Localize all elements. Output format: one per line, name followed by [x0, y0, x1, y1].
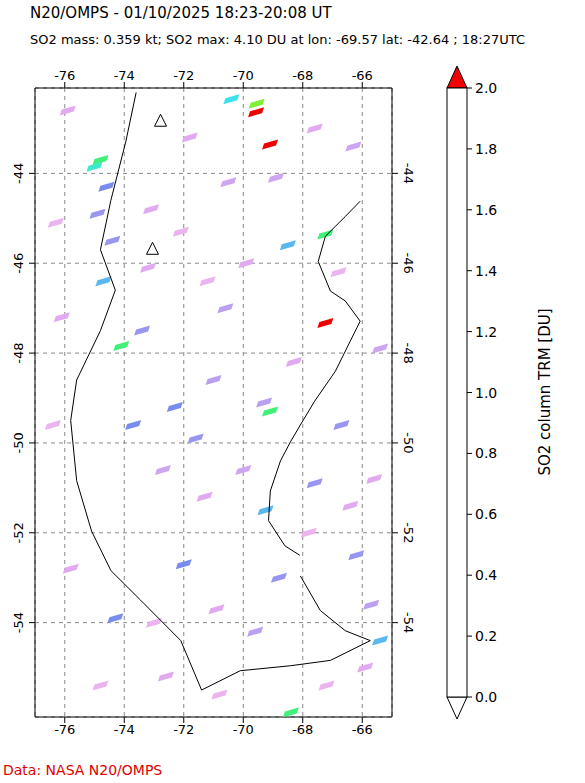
svg-text:-48: -48 — [11, 342, 26, 363]
svg-text:-52: -52 — [401, 522, 416, 543]
svg-text:-46: -46 — [401, 253, 416, 274]
svg-text:1.0: 1.0 — [475, 385, 497, 401]
svg-text:0.6: 0.6 — [475, 506, 497, 522]
svg-text:-48: -48 — [401, 342, 416, 363]
svg-text:-50: -50 — [11, 432, 26, 453]
svg-text:-70: -70 — [233, 68, 254, 83]
html-text:Data: NASA N20/OMPS: Data: NASA N20/OMPS — [3, 762, 163, 778]
svg-text:-54: -54 — [11, 612, 26, 633]
svg-text:-76: -76 — [54, 722, 75, 737]
svg-text:-68: -68 — [292, 68, 313, 83]
svg-text:-72: -72 — [173, 68, 194, 83]
svg-text:-76: -76 — [54, 68, 75, 83]
svg-text:0.8: 0.8 — [475, 445, 497, 461]
svg-text:-72: -72 — [173, 722, 194, 737]
html-text:N20/OMPS - 01/10/2025 18:23-20: N20/OMPS - 01/10/2025 18:23-20:08 UT — [30, 4, 332, 22]
svg-text:SO2 column TRM [DU]: SO2 column TRM [DU] — [536, 308, 554, 475]
svg-text:-66: -66 — [352, 68, 373, 83]
svg-text:2.0: 2.0 — [475, 80, 497, 96]
svg-text:0.2: 0.2 — [475, 628, 497, 644]
svg-text:-74: -74 — [114, 722, 135, 737]
svg-text:-52: -52 — [11, 522, 26, 543]
svg-text:-54: -54 — [401, 612, 416, 633]
svg-text:-46: -46 — [11, 253, 26, 274]
svg-text:1.2: 1.2 — [475, 324, 497, 340]
svg-text:-44: -44 — [401, 163, 416, 184]
svg-text:-44: -44 — [11, 163, 26, 184]
svg-text:-66: -66 — [352, 722, 373, 737]
svg-text:-68: -68 — [292, 722, 313, 737]
svg-text:-50: -50 — [401, 432, 416, 453]
svg-text:0.4: 0.4 — [475, 567, 497, 583]
svg-text:0.0: 0.0 — [475, 689, 497, 705]
html-text:SO2 mass: 0.359 kt; SO2 max: 4: SO2 mass: 0.359 kt; SO2 max: 4.10 DU at … — [30, 32, 526, 47]
svg-text:-70: -70 — [233, 722, 254, 737]
svg-text:-74: -74 — [114, 68, 135, 83]
svg-text:1.4: 1.4 — [475, 263, 497, 279]
svg-text:1.6: 1.6 — [475, 202, 497, 218]
svg-text:1.8: 1.8 — [475, 141, 497, 157]
